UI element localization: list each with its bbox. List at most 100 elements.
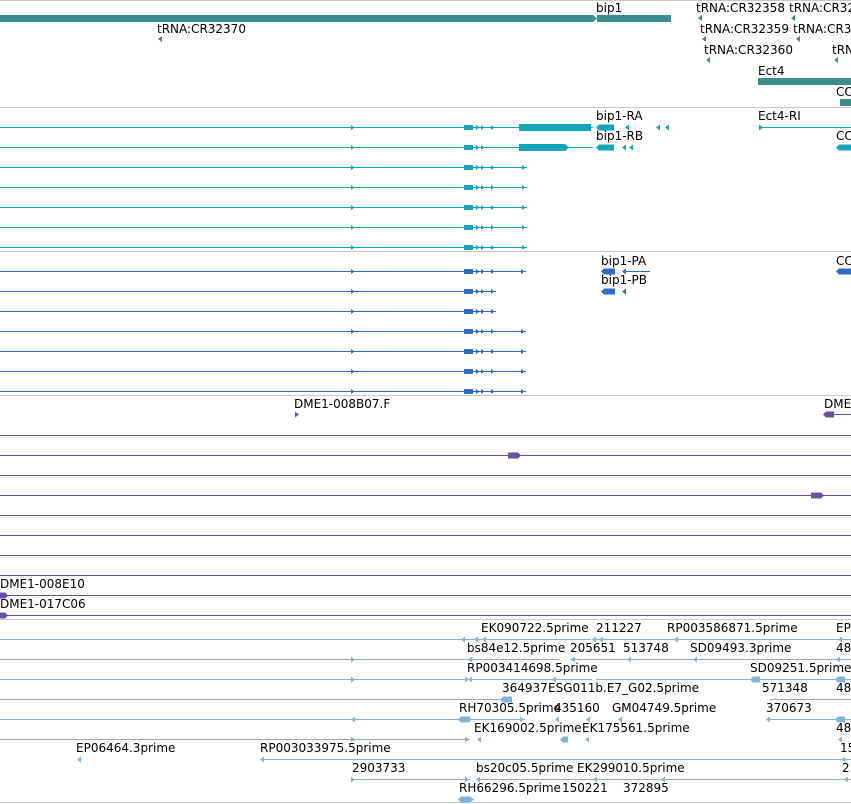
label-est-2903733[interactable]: 2903733: [352, 761, 406, 775]
est-arrow-right: [351, 676, 355, 683]
clone-end-dme-right: [823, 411, 834, 418]
label-clone-008e10[interactable]: DME1-008E10: [0, 577, 85, 591]
label-trna-tr[interactable]: tRN: [832, 43, 851, 57]
label-est-bs20c05[interactable]: bs20c05.5prime: [476, 761, 574, 775]
label-trna-cr32370[interactable]: tRNA:CR32370: [157, 22, 246, 36]
est-arrow-left: [627, 656, 631, 663]
est-arrow-left: [477, 736, 481, 743]
trna-glyph: [796, 36, 800, 42]
protein-exon: [351, 349, 355, 354]
transcript-exon: [481, 245, 485, 250]
label-est-ep-a[interactable]: EP: [836, 621, 851, 635]
label-est-ek175561[interactable]: EK175561.5prime: [582, 721, 690, 735]
label-est-205651[interactable]: 205651: [570, 641, 616, 655]
protein-exon: [521, 349, 525, 354]
label-trna-cr32359[interactable]: tRNA:CR32359: [700, 22, 789, 36]
label-est-rh70305[interactable]: RH70305.5prime: [459, 701, 561, 715]
label-est-ek299010[interactable]: EK299010.5prime: [577, 761, 685, 775]
label-est-48-a[interactable]: 48: [836, 641, 851, 655]
label-est-rh66296[interactable]: RH66296.5prime: [459, 781, 561, 795]
label-gene-bip1[interactable]: bip1: [596, 1, 623, 15]
est-block: [560, 736, 568, 743]
label-est-rp003033975[interactable]: RP003033975.5prime: [260, 741, 391, 755]
transcript-co-exon: [836, 144, 851, 151]
protein-exon: [476, 369, 480, 374]
transcript-exon: [491, 225, 495, 230]
label-trna-cr32358[interactable]: tRNA:CR32358: [696, 1, 785, 15]
transcript-exon: [491, 185, 495, 190]
label-transcript-ect4-ri[interactable]: Ect4-RI: [758, 109, 801, 123]
label-trna-cr32-b[interactable]: tRNA:CR3: [793, 22, 851, 36]
label-transcript-bip1-rb[interactable]: bip1-RB: [596, 129, 644, 143]
label-est-ek090722[interactable]: EK090722.5prime: [481, 621, 589, 635]
label-est-sd09493[interactable]: SD09493.3prime: [690, 641, 792, 655]
protein-exon: [491, 269, 495, 274]
label-est-48-c[interactable]: 48: [836, 721, 851, 735]
label-est-15[interactable]: 15: [840, 741, 851, 755]
label-protein-bip1-pb[interactable]: bip1-PB: [601, 273, 648, 287]
label-gene-ect4[interactable]: Ect4: [758, 64, 785, 78]
label-trna-cr32360[interactable]: tRNA:CR32360: [704, 43, 793, 57]
transcript-exon: [351, 225, 355, 230]
protein-exon: [491, 389, 495, 394]
label-transcript-bip1-ra[interactable]: bip1-RA: [596, 109, 643, 123]
transcript-exon: [522, 245, 526, 250]
label-trna-cr32-a[interactable]: tRNA:CR32: [789, 1, 851, 15]
est-arrow-left: [838, 636, 842, 643]
label-est-435160[interactable]: 435160: [554, 701, 600, 715]
label-gene-co[interactable]: CO: [836, 85, 851, 99]
clone-end-017c06: [0, 612, 8, 619]
label-est-ek169002[interactable]: EK169002.5prime: [474, 721, 582, 735]
label-protein-co[interactable]: CO: [836, 254, 851, 268]
transcript-exon: [464, 205, 473, 210]
protein-exon: [464, 349, 473, 354]
transcript-bip1-ra-exon: [596, 124, 614, 131]
protein-exon: [464, 329, 473, 334]
label-est-esg011b[interactable]: ESG011b.E7_G02.5prime: [548, 681, 700, 695]
label-est-150221[interactable]: 150221: [562, 781, 608, 795]
label-est-rp003414698[interactable]: RP003414698.5prime: [467, 661, 598, 675]
label-est-372895[interactable]: 372895: [623, 781, 669, 795]
label-est-48-b[interactable]: 48: [836, 681, 851, 695]
label-est-ep06464[interactable]: EP06464.3prime: [76, 741, 176, 755]
est-arrow-right: [351, 736, 355, 743]
est-arrow-left: [841, 756, 845, 763]
transcript-exon: [476, 165, 480, 170]
transcript-exon: [491, 125, 495, 130]
label-est-370673[interactable]: 370673: [766, 701, 812, 715]
trna-glyph: [706, 57, 710, 63]
label-est-2[interactable]: 2: [842, 761, 850, 775]
gene-bar-cr32370: [0, 15, 593, 22]
label-est-sd09251[interactable]: SD09251.5prime: [750, 661, 851, 675]
est-arrow-left: [599, 636, 603, 643]
label-est-364937[interactable]: 364937: [502, 681, 548, 695]
est-arrow-left: [482, 636, 486, 643]
transcript-exon: [476, 145, 480, 150]
label-transcript-co[interactable]: CO: [836, 129, 851, 143]
label-clone-017c06[interactable]: DME1-017C06: [0, 597, 86, 611]
est-arrow-left: [766, 716, 770, 723]
est-block: [500, 696, 512, 703]
protein-exon: [464, 389, 473, 394]
label-est-rp003586871[interactable]: RP003586871.5prime: [667, 621, 798, 635]
transcript-bip1-rb-exon: [629, 144, 633, 151]
label-clone-dme[interactable]: DME: [824, 397, 851, 411]
trna-glyph: [158, 36, 162, 42]
label-clone-008b07[interactable]: DME1-008B07.F: [294, 397, 391, 411]
protein-exon: [476, 329, 480, 334]
label-est-513748[interactable]: 513748: [623, 641, 669, 655]
protein-exon: [481, 309, 485, 314]
protein-bip1-pa: [601, 268, 615, 275]
transcript-exon: [481, 165, 485, 170]
label-est-571348[interactable]: 571348: [762, 681, 808, 695]
protein-exon: [351, 269, 355, 274]
label-est-211227[interactable]: 211227: [596, 621, 642, 635]
label-est-gm04749[interactable]: GM04749.5prime: [612, 701, 717, 715]
transcript-exon: [522, 165, 526, 170]
label-est-bs84e12[interactable]: bs84e12.5prime: [467, 641, 566, 655]
protein-exon: [464, 369, 473, 374]
protein-exon: [481, 329, 485, 334]
label-protein-bip1-pa[interactable]: bip1-PA: [601, 254, 647, 268]
